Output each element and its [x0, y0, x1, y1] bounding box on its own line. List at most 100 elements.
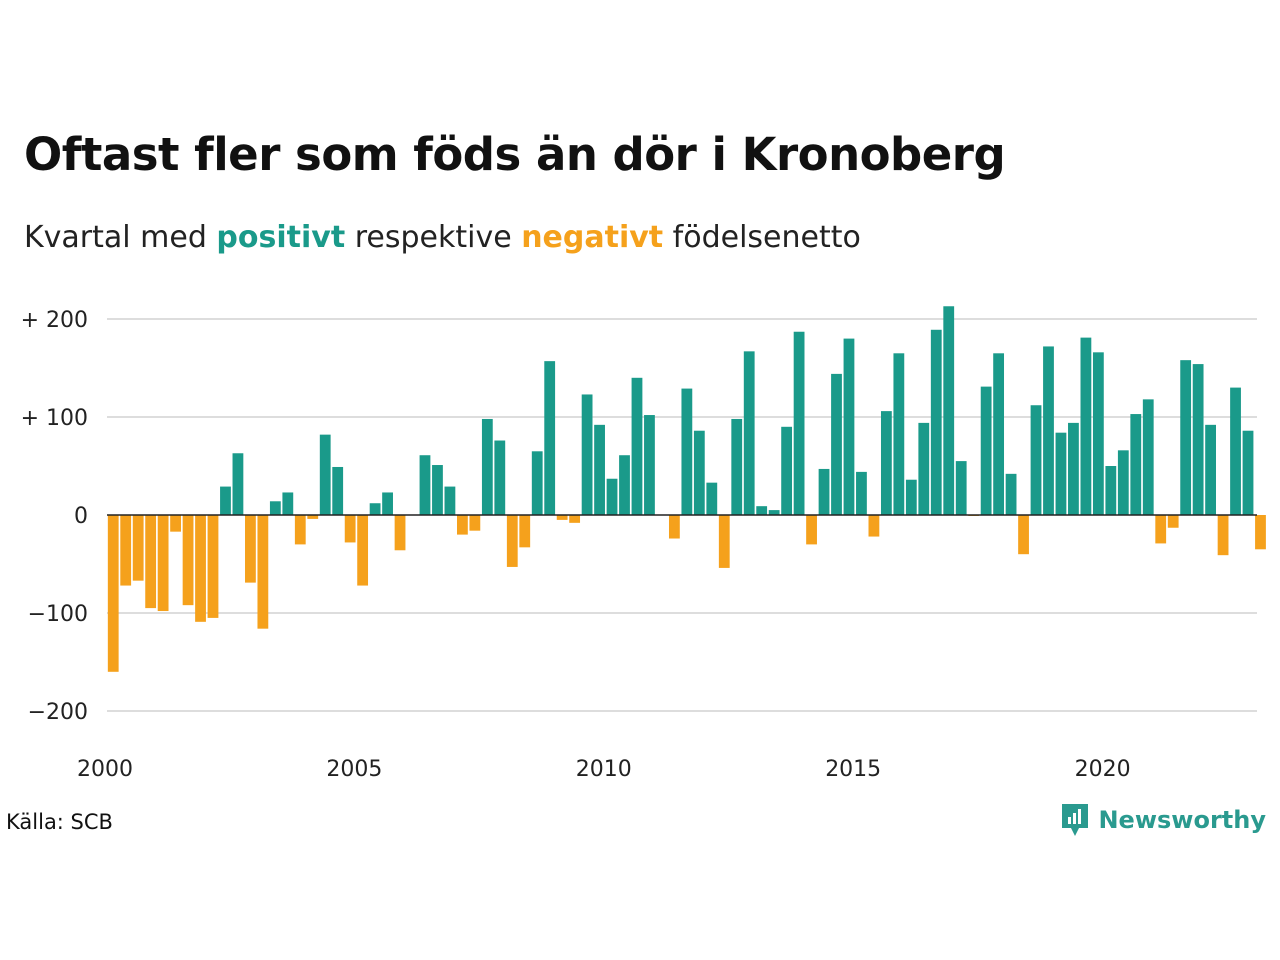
- bar-positive: [743, 351, 755, 515]
- bar-positive: [419, 455, 431, 515]
- bar-negative: [294, 515, 306, 545]
- bar-positive: [1117, 450, 1129, 515]
- bar-positive: [1068, 422, 1079, 515]
- bar-positive: [856, 471, 867, 515]
- bar-negative: [157, 515, 169, 612]
- bar-positive: [544, 361, 556, 515]
- bar-positive: [232, 453, 244, 515]
- bar-positive: [631, 377, 643, 515]
- bar-positive: [905, 479, 917, 515]
- bar-positive: [531, 451, 543, 515]
- bar-negative: [1255, 515, 1266, 550]
- bar-negative: [132, 515, 144, 581]
- bar-negative: [519, 515, 531, 548]
- x-tick-label: 2005: [326, 757, 382, 782]
- bar-positive: [980, 386, 992, 515]
- bar-positive: [768, 510, 780, 515]
- bar-positive: [1055, 432, 1067, 515]
- bar-negative: [182, 515, 194, 606]
- bar-positive: [432, 465, 443, 515]
- bar-negative: [868, 515, 880, 537]
- source-note: Källa: SCB: [6, 810, 113, 834]
- bar-positive: [706, 482, 718, 515]
- bar-positive: [332, 466, 344, 515]
- bar-negative: [1018, 515, 1029, 555]
- bar-negative: [307, 515, 319, 519]
- bar-positive: [269, 501, 281, 515]
- chart-title: Oftast fler som föds än dör i Kronoberg: [24, 128, 1006, 181]
- bar-positive: [606, 478, 618, 515]
- bar-positive: [880, 411, 892, 515]
- bar-negative: [195, 515, 206, 622]
- x-tick-label: 2015: [825, 757, 881, 782]
- bar-negative: [556, 515, 568, 520]
- bar-positive: [831, 373, 842, 515]
- bar-negative: [569, 515, 581, 523]
- bar-positive: [382, 492, 393, 515]
- bar-positive: [1230, 387, 1241, 515]
- bar-negative: [170, 515, 181, 532]
- bar-positive: [319, 434, 331, 515]
- y-tick-label: + 200: [21, 308, 88, 333]
- bar-negative: [207, 515, 219, 618]
- bar-negative: [457, 515, 468, 535]
- bar-positive: [818, 468, 830, 515]
- bar-positive: [843, 338, 855, 515]
- subtitle-middle: respektive: [345, 220, 522, 255]
- bar-positive: [1043, 346, 1054, 515]
- subtitle-positive-word: positivt: [216, 220, 346, 255]
- bar-positive: [619, 455, 630, 515]
- bar-positive: [1180, 360, 1192, 515]
- bar-positive: [594, 424, 605, 515]
- bar-negative: [668, 515, 680, 539]
- bar-positive: [681, 388, 693, 515]
- bar-chart: + 200 + 100 0 −100 −200 2000 2005 2010 2015 2020: [21, 306, 1266, 782]
- bar-negative: [469, 515, 481, 531]
- x-tick-label: 2020: [1075, 757, 1131, 782]
- y-tick-label: −200: [28, 700, 88, 725]
- bar-positive: [943, 306, 955, 515]
- subtitle-prefix: Kvartal med: [24, 220, 217, 255]
- subtitle-suffix: födelsenetto: [663, 220, 861, 255]
- brand-name: Newsworthy: [1098, 806, 1266, 834]
- bar-positive: [1242, 430, 1254, 515]
- bar-negative: [1155, 515, 1167, 544]
- bar-negative: [107, 515, 119, 672]
- bar-positive: [1080, 337, 1092, 515]
- bar-positive: [930, 329, 942, 515]
- subtitle-negative-word: negativt: [521, 220, 664, 255]
- bar-positive: [1205, 424, 1216, 515]
- bar-negative: [718, 515, 730, 568]
- bar-positive: [1105, 466, 1117, 515]
- bar-positive: [781, 426, 793, 515]
- x-tick-label: 2010: [576, 757, 632, 782]
- bar-positive: [693, 430, 705, 515]
- bar-positive: [1130, 414, 1142, 515]
- bar-positive: [220, 486, 231, 515]
- bar-positive: [918, 422, 930, 515]
- y-tick-label: + 100: [21, 406, 88, 431]
- bar-negative: [257, 515, 269, 629]
- bar-positive: [581, 394, 593, 515]
- y-tick-label: 0: [74, 504, 88, 529]
- bar-negative: [357, 515, 369, 586]
- x-tick-label: 2000: [77, 757, 133, 782]
- brand-logo: Newsworthy: [1060, 802, 1266, 838]
- bar-positive: [1030, 405, 1042, 515]
- bar-positive: [1005, 473, 1017, 515]
- bar-negative: [1217, 515, 1229, 556]
- bar-positive: [993, 353, 1005, 515]
- bar-negative: [245, 515, 256, 583]
- bar-positive: [756, 506, 768, 515]
- bar-negative: [120, 515, 132, 586]
- bar-negative: [1167, 515, 1179, 528]
- bar-positive: [494, 440, 506, 515]
- bar-positive: [731, 418, 743, 515]
- bar-positive: [369, 503, 381, 515]
- bar-negative: [506, 515, 518, 567]
- bar-negative: [806, 515, 817, 545]
- bar-positive: [282, 492, 294, 515]
- bar-positive: [893, 353, 905, 515]
- bar-positive: [444, 486, 456, 515]
- bar-positive: [1192, 364, 1204, 515]
